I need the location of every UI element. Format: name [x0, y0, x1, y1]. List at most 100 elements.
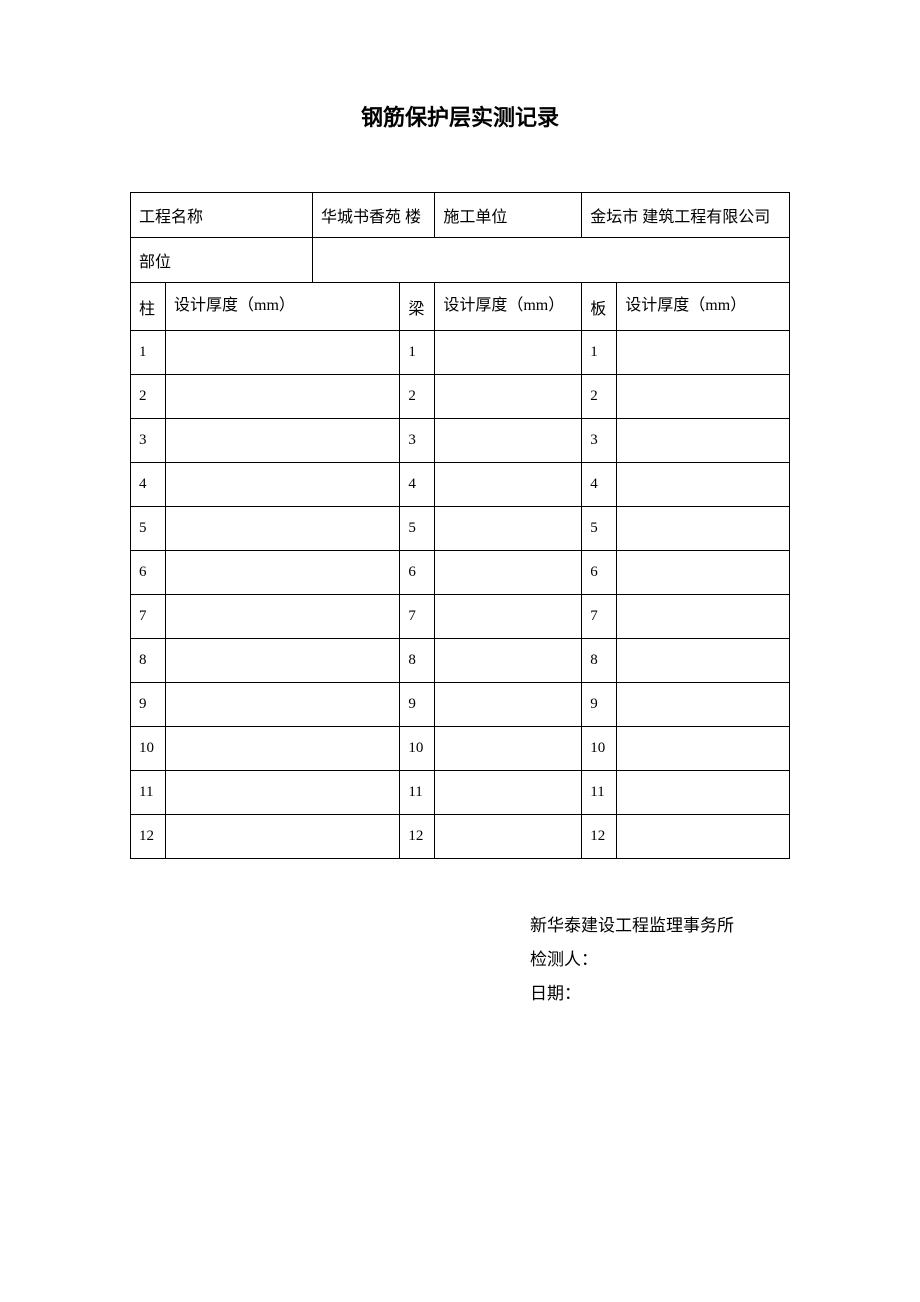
row-val-col1 — [166, 551, 400, 595]
table-row: 10 10 10 — [131, 727, 790, 771]
table-row: 7 7 7 — [131, 595, 790, 639]
row-num-col3: 10 — [582, 727, 617, 771]
table-row: 1 1 1 — [131, 331, 790, 375]
row-val-col2 — [435, 419, 582, 463]
table-row: 666 — [131, 551, 790, 595]
row-num-col3: 1 — [582, 331, 617, 375]
row-val-col3 — [617, 727, 790, 771]
project-value: 华城书香苑 楼 — [312, 193, 434, 238]
row-val-col3 — [617, 419, 790, 463]
row-num-col1: 2 — [131, 375, 166, 419]
row-num-col2: 3 — [400, 419, 435, 463]
col3-label: 板 — [582, 283, 617, 331]
row-num-col3: 5 — [582, 507, 617, 551]
row-val-col3 — [617, 639, 790, 683]
col1-thickness: 设计厚度（mm） — [166, 283, 400, 331]
row-val-col3 — [617, 507, 790, 551]
footer-date: 日期： — [530, 977, 790, 1011]
inspector-label: 检测人： — [530, 950, 598, 969]
row-val-col1 — [166, 771, 400, 815]
row-num-col1: 4 — [131, 463, 166, 507]
row-num-col1: 1 — [131, 331, 166, 375]
row-num-col2: 12 — [400, 815, 435, 859]
row-val-col1 — [166, 419, 400, 463]
date-label: 日期： — [530, 984, 581, 1003]
row-val-col2 — [435, 331, 582, 375]
row-num-col2: 9 — [400, 683, 435, 727]
col3-thickness: 设计厚度（mm） — [617, 283, 790, 331]
row-val-col2 — [435, 683, 582, 727]
row-num-col1: 12 — [131, 815, 166, 859]
contractor-value: 金坛市 建筑工程有限公司 — [582, 193, 790, 238]
row-val-col2 — [435, 551, 582, 595]
row-val-col1 — [166, 507, 400, 551]
row-num-col1: 5 — [131, 507, 166, 551]
row-val-col3 — [617, 331, 790, 375]
footer: 新华泰建设工程监理事务所 检测人： 日期： — [530, 909, 790, 1011]
row-num-col2: 5 — [400, 507, 435, 551]
row-num-col2: 7 — [400, 595, 435, 639]
row-num-col2: 4 — [400, 463, 435, 507]
row-num-col3: 4 — [582, 463, 617, 507]
table-row: 111111 — [131, 771, 790, 815]
row-val-col2 — [435, 595, 582, 639]
table-row: 2 2 2 — [131, 375, 790, 419]
footer-org: 新华泰建设工程监理事务所 — [530, 909, 790, 943]
row-val-col2 — [435, 727, 582, 771]
row-num-col2: 6 — [400, 551, 435, 595]
table-row: 9 9 9 — [131, 683, 790, 727]
row-num-col1: 9 — [131, 683, 166, 727]
row-val-col2 — [435, 375, 582, 419]
location-value — [312, 238, 789, 283]
row-val-col1 — [166, 331, 400, 375]
row-val-col2 — [435, 771, 582, 815]
table-row: 5 5 5 — [131, 507, 790, 551]
row-val-col2 — [435, 463, 582, 507]
row-val-col1 — [166, 639, 400, 683]
row-val-col2 — [435, 639, 582, 683]
row-num-col1: 11 — [131, 771, 166, 815]
location-label: 部位 — [131, 238, 313, 283]
row-num-col3: 11 — [582, 771, 617, 815]
col2-thickness: 设计厚度（mm） — [435, 283, 582, 331]
row-val-col3 — [617, 771, 790, 815]
row-val-col1 — [166, 815, 400, 859]
row-num-col2: 10 — [400, 727, 435, 771]
row-num-col1: 3 — [131, 419, 166, 463]
row-num-col2: 8 — [400, 639, 435, 683]
row-num-col3: 6 — [582, 551, 617, 595]
footer-inspector: 检测人： — [530, 943, 790, 977]
row-num-col1: 10 — [131, 727, 166, 771]
section-row: 部位 — [131, 238, 790, 283]
row-val-col3 — [617, 595, 790, 639]
col1-label: 柱 — [131, 283, 166, 331]
col2-label: 梁 — [400, 283, 435, 331]
page-title: 钢筋保护层实测记录 — [130, 100, 790, 132]
row-val-col1 — [166, 463, 400, 507]
row-val-col1 — [166, 595, 400, 639]
row-val-col3 — [617, 375, 790, 419]
header-row: 工程名称 华城书香苑 楼 施工单位 金坛市 建筑工程有限公司 — [131, 193, 790, 238]
row-num-col2: 2 — [400, 375, 435, 419]
row-num-col1: 8 — [131, 639, 166, 683]
row-val-col1 — [166, 727, 400, 771]
row-num-col3: 8 — [582, 639, 617, 683]
row-num-col3: 2 — [582, 375, 617, 419]
row-num-col3: 12 — [582, 815, 617, 859]
row-num-col3: 7 — [582, 595, 617, 639]
thickness-header-row: 柱 设计厚度（mm） 梁 设计厚度（mm） 板 设计厚度（mm） — [131, 283, 790, 331]
row-num-col3: 3 — [582, 419, 617, 463]
project-label: 工程名称 — [131, 193, 313, 238]
row-num-col1: 7 — [131, 595, 166, 639]
contractor-label: 施工单位 — [435, 193, 582, 238]
table-row: 12 12 12 — [131, 815, 790, 859]
record-table: 工程名称 华城书香苑 楼 施工单位 金坛市 建筑工程有限公司 部位 柱 设计厚度… — [130, 192, 790, 859]
table-row: 4 4 4 — [131, 463, 790, 507]
row-num-col2: 1 — [400, 331, 435, 375]
row-val-col2 — [435, 507, 582, 551]
row-num-col3: 9 — [582, 683, 617, 727]
table-row: 8 8 8 — [131, 639, 790, 683]
row-val-col3 — [617, 815, 790, 859]
row-val-col1 — [166, 683, 400, 727]
row-val-col3 — [617, 551, 790, 595]
